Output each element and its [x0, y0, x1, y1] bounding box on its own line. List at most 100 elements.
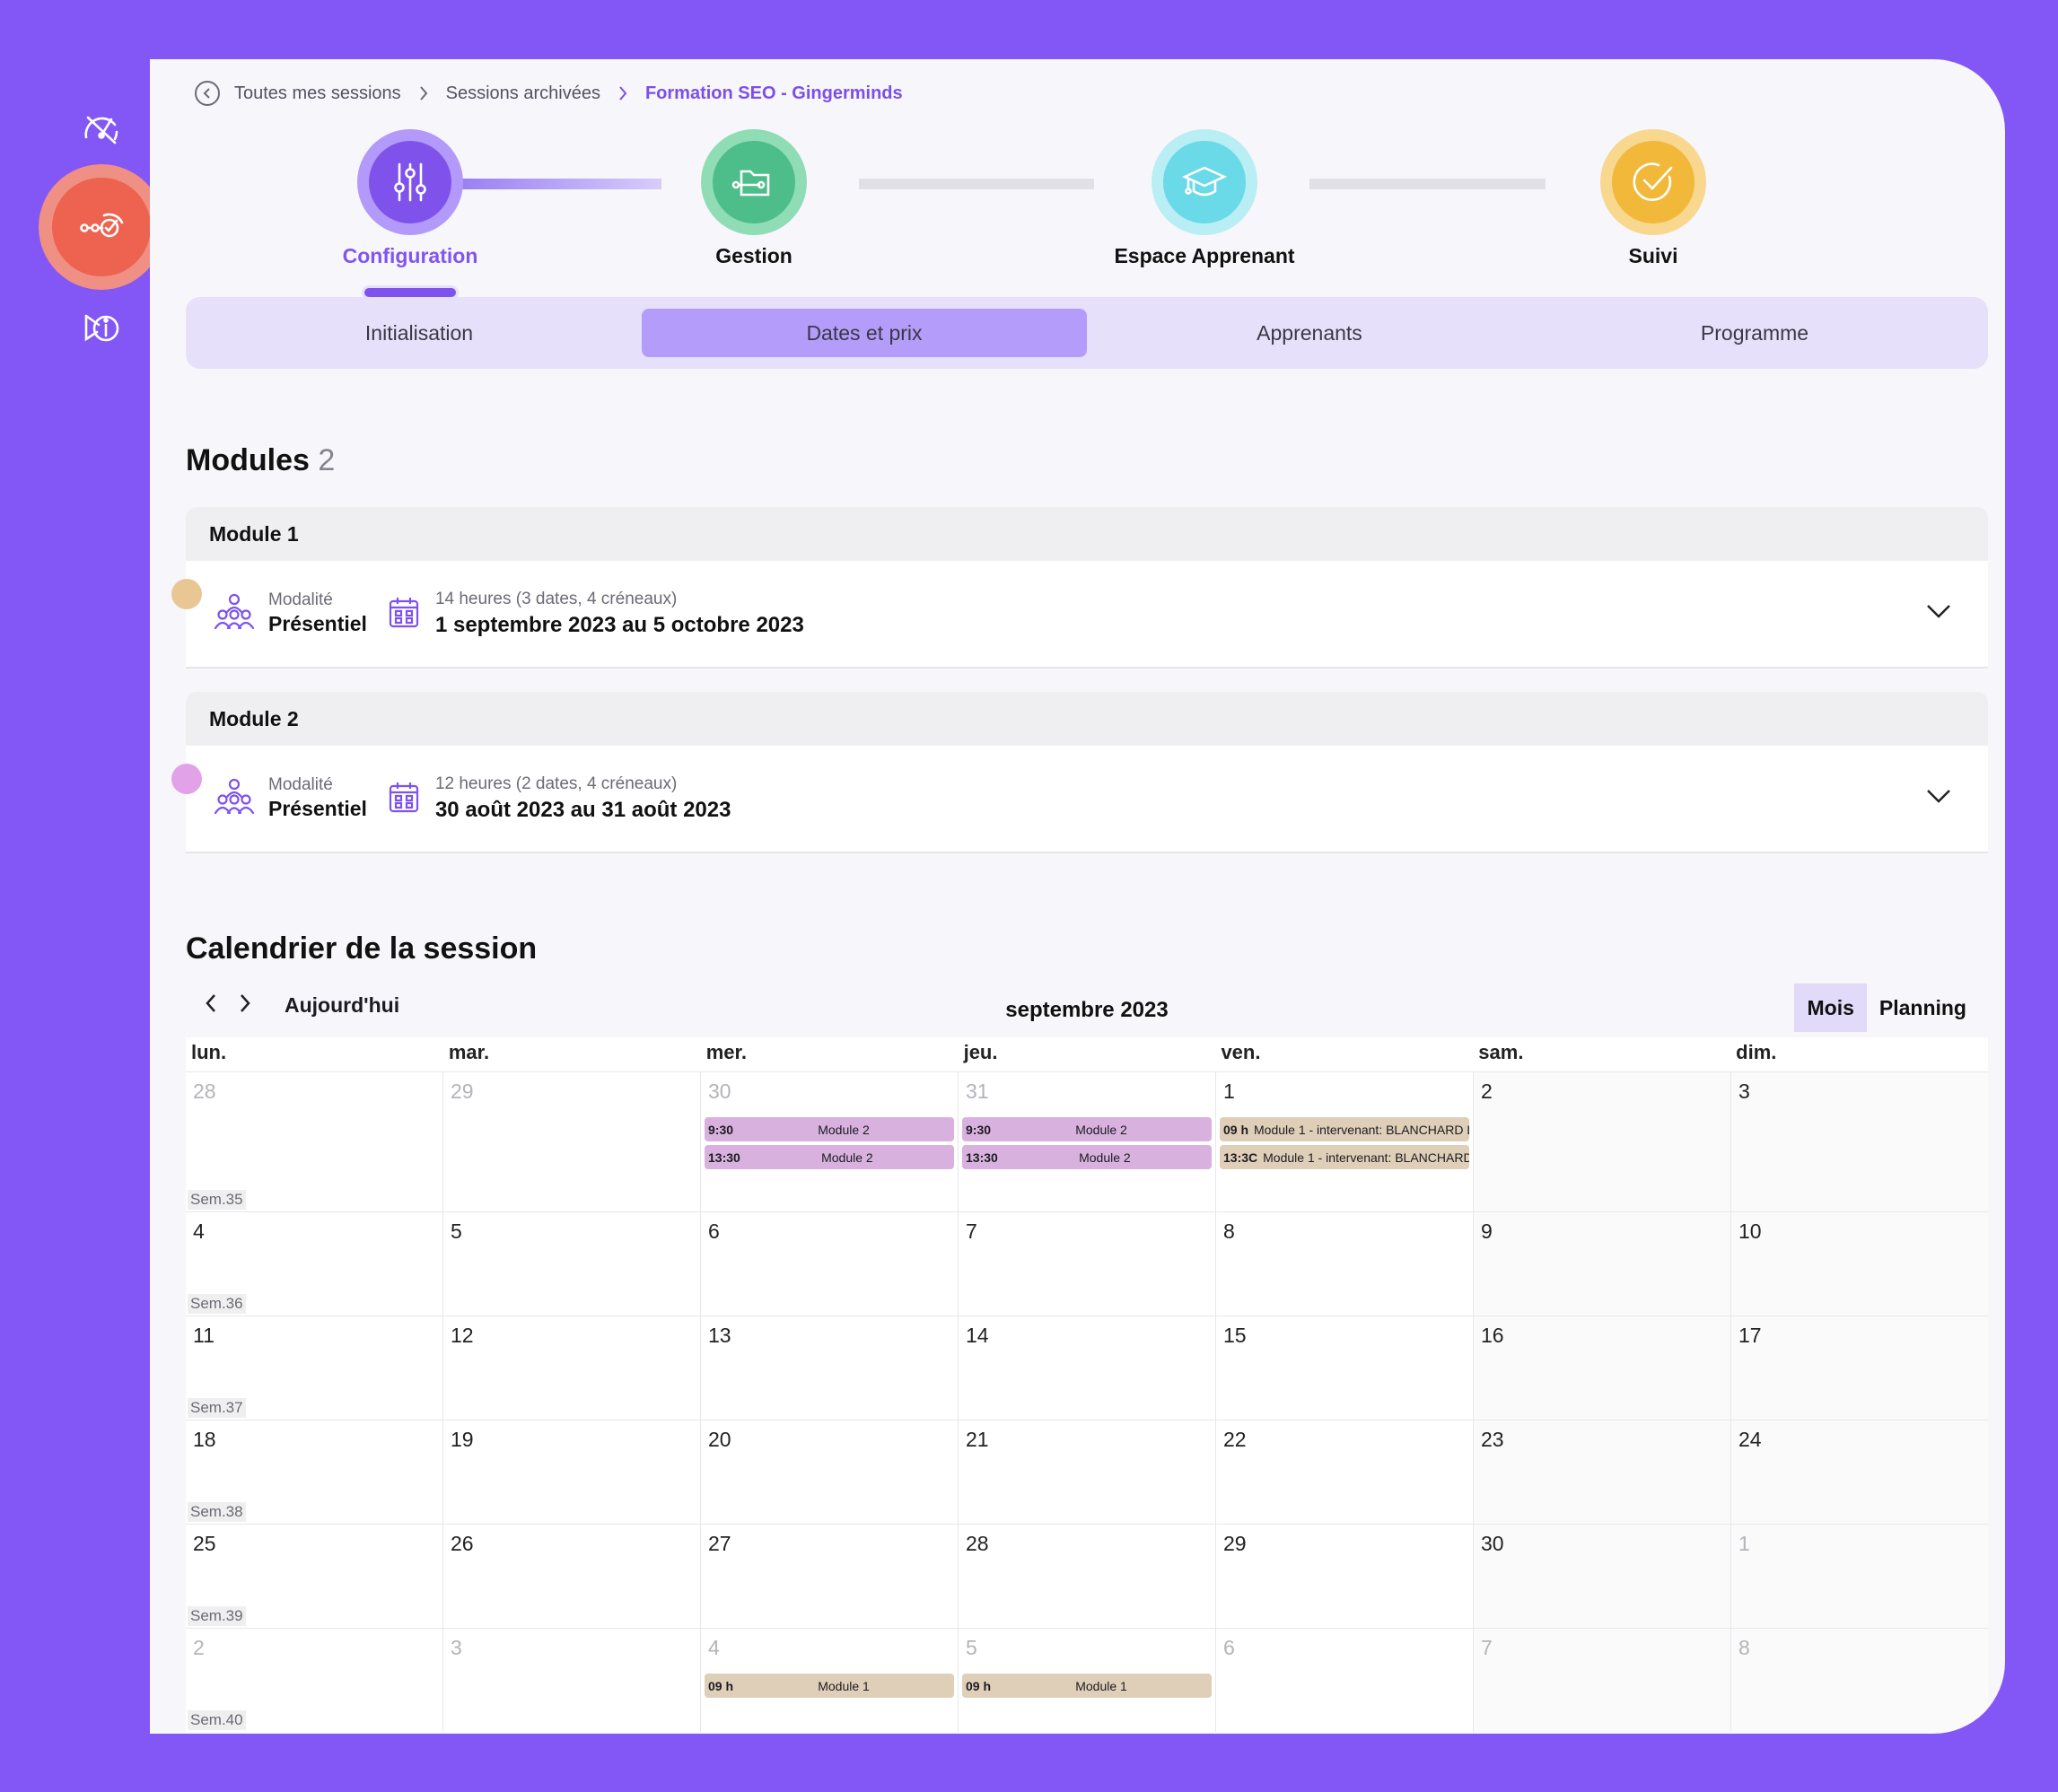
day-number: 14: [966, 1324, 989, 1347]
chevron-down-icon[interactable]: [1925, 787, 1952, 809]
calendar-event[interactable]: 13:30 Module 2: [962, 1145, 1212, 1169]
calendar-day[interactable]: 28: [959, 1525, 1216, 1628]
calendar-week: 28 Sem.35 29 30 9:30 Module 2 13:30 Module 2 31 9…: [186, 1071, 1988, 1211]
stepper-line: [1309, 179, 1546, 189]
chevron-down-icon[interactable]: [1925, 602, 1952, 625]
day-number: 9: [1481, 1219, 1493, 1243]
tab-apprenants[interactable]: Apprenants: [1257, 320, 1362, 345]
module-row[interactable]: Modalité Présentiel 12 heures (2 dates, …: [171, 746, 1988, 853]
calendar-event[interactable]: 09 h Module 1 - intervenant: BLANCHARD L: [1220, 1117, 1469, 1141]
calendar-day[interactable]: 5 09 h Module 1: [959, 1629, 1216, 1732]
view-month-button[interactable]: Mois: [1794, 983, 1867, 1032]
step-espace-apprenant[interactable]: Espace Apprenant: [1097, 129, 1312, 268]
module-row[interactable]: Modalité Présentiel 14 heures (3 dates, …: [171, 561, 1988, 669]
calendar-day[interactable]: 28 Sem.35: [186, 1072, 443, 1211]
calendar-day[interactable]: 26: [443, 1525, 701, 1628]
calendar-day[interactable]: 20: [701, 1420, 959, 1524]
module-color-dot: [171, 579, 202, 609]
view-planning-button[interactable]: Planning: [1878, 995, 1966, 1019]
calendar-day[interactable]: 18 Sem.38: [186, 1420, 443, 1524]
calendar-day[interactable]: 13: [701, 1316, 959, 1420]
dashboard-icon[interactable]: [75, 101, 127, 153]
day-number: 5: [966, 1636, 977, 1659]
day-number: 29: [1223, 1532, 1247, 1555]
calendar-day[interactable]: 23: [1474, 1420, 1731, 1524]
calendar-day[interactable]: 7: [1474, 1629, 1731, 1732]
tab-dates-et-prix[interactable]: Dates et prix: [642, 309, 1087, 357]
calendar-day[interactable]: 27: [701, 1525, 959, 1628]
day-number: 28: [193, 1080, 216, 1103]
tab-programme[interactable]: Programme: [1700, 320, 1809, 345]
calendar-day[interactable]: 2 Sem.40: [186, 1629, 443, 1732]
day-number: 24: [1738, 1428, 1762, 1451]
module-date-range: 1 septembre 2023 au 5 octobre 2023: [434, 612, 804, 637]
calendar-day[interactable]: 24: [1731, 1420, 1988, 1524]
calendar-day[interactable]: 5: [443, 1212, 701, 1316]
calendar-day[interactable]: 25 Sem.39: [186, 1525, 443, 1628]
calendar-day[interactable]: 12: [443, 1316, 701, 1420]
calendar-event[interactable]: 9:30 Module 2: [962, 1117, 1212, 1141]
calendar-day[interactable]: 19: [443, 1420, 701, 1524]
day-number: 30: [708, 1080, 731, 1103]
calendar-event[interactable]: 13:3C Module 1 - intervenant: BLANCHARD: [1220, 1145, 1469, 1169]
breadcrumb-item[interactable]: Toutes mes sessions: [234, 83, 401, 103]
calendar-day[interactable]: 2: [1474, 1072, 1731, 1211]
module-title: Module 2: [186, 692, 1988, 746]
step-configuration[interactable]: Configuration: [302, 129, 518, 268]
calendar-grid: lun. mar. mer. jeu. ven. sam. dim. 28 Sem…: [186, 1037, 1988, 1732]
calendar-day[interactable]: 6: [701, 1212, 959, 1316]
day-number: 18: [193, 1428, 216, 1451]
event-time: 09 h: [1223, 1122, 1249, 1137]
calendar-day[interactable]: 14: [959, 1316, 1216, 1420]
day-number: 17: [1738, 1324, 1762, 1347]
step-suivi[interactable]: Suivi: [1546, 129, 1761, 268]
calendar-day[interactable]: 4 09 h Module 1: [701, 1629, 959, 1732]
day-number: 25: [193, 1532, 216, 1555]
step-label: Configuration: [342, 244, 478, 267]
calendar-day[interactable]: 31 9:30 Module 2 13:30 Module 2: [959, 1072, 1216, 1211]
calendar-day[interactable]: 29: [443, 1072, 701, 1211]
calendar-day[interactable]: 16: [1474, 1316, 1731, 1420]
calendar-day[interactable]: 6: [1216, 1629, 1474, 1732]
calendar-day[interactable]: 3: [443, 1629, 701, 1732]
info-icon[interactable]: [75, 302, 127, 354]
calendar-event[interactable]: 09 h Module 1: [962, 1674, 1212, 1698]
calendar-day[interactable]: 30 9:30 Module 2 13:30 Module 2: [701, 1072, 959, 1211]
calendar-day[interactable]: 8: [1731, 1629, 1988, 1732]
day-number: 13: [708, 1324, 731, 1347]
calendar-week: 4 Sem.36 5 6 7 8 9 10: [186, 1211, 1988, 1316]
chevron-right-icon[interactable]: [238, 992, 252, 1018]
calendar-day[interactable]: 1 09 h Module 1 - intervenant: BLANCHARD L…: [1216, 1072, 1474, 1211]
today-button[interactable]: Aujourd'hui: [285, 993, 400, 1017]
calendar-day[interactable]: 8: [1216, 1212, 1474, 1316]
calendar-day[interactable]: 9: [1474, 1212, 1731, 1316]
calendar-day[interactable]: 22: [1216, 1420, 1474, 1524]
calendar-event[interactable]: 9:30 Module 2: [705, 1117, 954, 1141]
calendar-day[interactable]: 7: [959, 1212, 1216, 1316]
day-number: 4: [193, 1219, 205, 1243]
calendar-day[interactable]: 11 Sem.37: [186, 1316, 443, 1420]
calendar-day[interactable]: 30: [1474, 1525, 1731, 1628]
calendar-day[interactable]: 15: [1216, 1316, 1474, 1420]
day-number: 1: [1738, 1532, 1750, 1555]
chevron-left-icon[interactable]: [204, 992, 218, 1018]
day-number: 7: [966, 1219, 977, 1243]
calendar-event[interactable]: 13:30 Module 2: [705, 1145, 954, 1169]
calendar-day[interactable]: 17: [1731, 1316, 1988, 1420]
calendar-day[interactable]: 4 Sem.36: [186, 1212, 443, 1316]
tab-initialisation[interactable]: Initialisation: [364, 320, 474, 345]
calendar-day[interactable]: 1: [1731, 1525, 1988, 1628]
modules-title: Modules: [186, 443, 310, 477]
modules-heading: Modules 2: [186, 443, 335, 478]
calendar-toolbar: septembre 2023 Aujourd'hui Mois Planning: [186, 983, 1988, 1034]
calendar-day[interactable]: 10: [1731, 1212, 1988, 1316]
weekday-label: mer.: [705, 1041, 747, 1063]
back-button[interactable]: [195, 81, 220, 106]
calendar-day[interactable]: 29: [1216, 1525, 1474, 1628]
sessions-nav-button[interactable]: [39, 164, 164, 290]
calendar-event[interactable]: 09 h Module 1: [705, 1674, 954, 1698]
step-gestion[interactable]: Gestion: [646, 129, 862, 268]
calendar-day[interactable]: 3: [1731, 1072, 1988, 1211]
breadcrumb-item[interactable]: Sessions archivées: [445, 83, 600, 103]
calendar-day[interactable]: 21: [959, 1420, 1216, 1524]
